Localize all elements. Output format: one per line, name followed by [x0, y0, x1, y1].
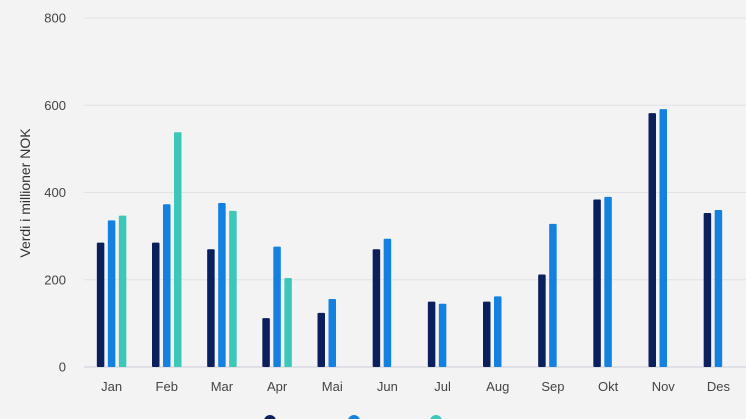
x-tick-label: Mar — [211, 379, 234, 394]
bar-series-1-nov — [648, 113, 656, 367]
x-tick-label: Feb — [156, 379, 178, 394]
bar-series-1-jun — [372, 249, 381, 367]
x-tick-label: Okt — [598, 379, 619, 394]
bar-series-1-mai — [317, 312, 325, 367]
bar-series-2-okt — [604, 196, 612, 367]
y-axis-title: Verdi i millioner NOK — [17, 128, 33, 258]
bar-series-2-jan — [107, 220, 116, 367]
grid — [84, 17, 746, 368]
bar-series-1-des — [703, 213, 712, 367]
bar-series-2-jul — [438, 303, 447, 367]
legend-marker-series-2[interactable] — [348, 415, 360, 419]
bar-series-1-sep — [538, 274, 546, 367]
x-tick-label: Apr — [267, 379, 288, 394]
bar-series-2-nov — [659, 109, 667, 368]
legend-marker-series-1[interactable] — [264, 415, 276, 419]
y-tick-label: 0 — [59, 360, 66, 375]
x-axis-ticks: Jan Feb Mar Apr Mai Jun Jul Aug Sep Okt Nov Des — [101, 379, 730, 394]
bar-series-1-jul — [427, 301, 436, 367]
bar-series-2-mai — [328, 298, 336, 367]
y-tick-label: 200 — [44, 272, 66, 287]
bar-series-1-aug — [483, 301, 491, 367]
x-tick-label: Aug — [486, 379, 509, 394]
bar-series-3-feb — [174, 132, 182, 367]
legend — [264, 415, 442, 419]
legend-marker-series-3[interactable] — [430, 415, 442, 419]
bar-series-1-feb — [152, 242, 160, 367]
bars — [96, 109, 723, 368]
x-tick-label: Mai — [322, 379, 343, 394]
bar-series-2-sep — [549, 223, 557, 367]
x-tick-label: Jul — [434, 379, 451, 394]
x-tick-label: Nov — [652, 379, 676, 394]
bar-series-3-apr — [284, 278, 292, 367]
x-tick-label: Jan — [101, 379, 122, 394]
x-tick-label: Sep — [541, 379, 564, 394]
bar-series-2-mar — [218, 202, 226, 367]
y-axis-ticks: 0 200 400 600 800 — [44, 11, 66, 375]
y-tick-label: 400 — [44, 185, 66, 200]
bar-series-2-feb — [163, 204, 171, 367]
x-tick-label: Jun — [377, 379, 398, 394]
bar-series-2-aug — [494, 296, 502, 367]
bar-series-2-apr — [273, 246, 281, 367]
bar-series-1-jan — [96, 242, 105, 367]
y-tick-label: 600 — [44, 98, 66, 113]
bar-series-3-mar — [229, 210, 237, 367]
bar-series-1-mar — [207, 249, 215, 367]
x-tick-label: Des — [707, 379, 731, 394]
bar-series-2-jun — [383, 238, 392, 367]
bar-series-1-apr — [262, 318, 270, 367]
bar-series-3-jan — [118, 215, 127, 367]
bar-series-1-okt — [593, 199, 601, 367]
y-tick-label: 800 — [44, 11, 66, 26]
bar-series-2-des — [714, 209, 723, 367]
